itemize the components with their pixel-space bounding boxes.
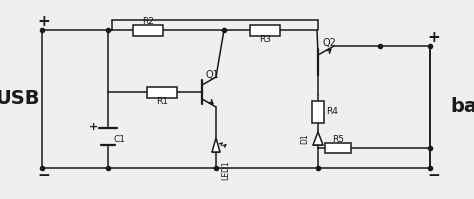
Polygon shape [313, 132, 323, 145]
Text: Q2: Q2 [323, 38, 337, 48]
Bar [250, 24, 280, 35]
Text: +: + [37, 15, 50, 29]
Bar [147, 87, 177, 98]
Bar [312, 101, 324, 123]
Text: −: − [37, 169, 50, 183]
Text: +: + [428, 30, 440, 46]
Text: LED1: LED1 [221, 160, 230, 180]
Bar [325, 143, 351, 153]
Text: −: − [428, 169, 440, 183]
Text: R3: R3 [259, 34, 271, 44]
Text: USB: USB [0, 90, 40, 108]
Text: R5: R5 [332, 136, 344, 144]
Text: +: + [90, 122, 99, 132]
Text: batt: batt [450, 98, 474, 116]
Text: R2: R2 [142, 18, 154, 26]
Text: R4: R4 [326, 107, 338, 116]
Text: R1: R1 [156, 97, 168, 105]
Text: C1: C1 [114, 136, 126, 144]
Text: Q1: Q1 [206, 70, 220, 80]
Text: D1: D1 [301, 134, 310, 144]
Bar [133, 24, 163, 35]
Polygon shape [212, 138, 220, 152]
